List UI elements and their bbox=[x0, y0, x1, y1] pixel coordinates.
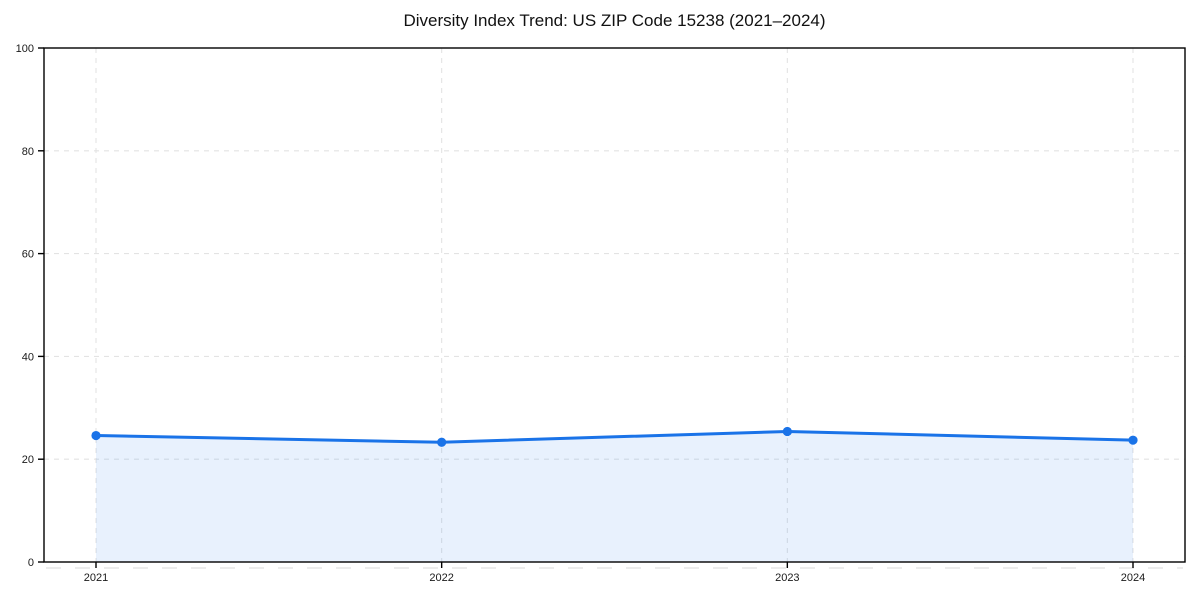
x-tick-label-2022: 2022 bbox=[429, 572, 453, 584]
area-fill bbox=[96, 431, 1133, 562]
x-tick-label-2021: 2021 bbox=[84, 572, 108, 584]
data-point-2024 bbox=[1128, 435, 1138, 445]
data-point-2022 bbox=[437, 437, 447, 447]
series-line-diversity-index bbox=[94, 429, 1135, 444]
plot-spines bbox=[43, 47, 1186, 563]
y-tick-label-20: 20 bbox=[22, 454, 34, 466]
y-tick-label-60: 60 bbox=[22, 249, 34, 261]
x-tick-label-2024: 2024 bbox=[1121, 572, 1145, 584]
data-point-2023 bbox=[782, 426, 792, 437]
chart-title: Diversity Index Trend: US ZIP Code 15238… bbox=[403, 11, 826, 30]
x-tick-label-2023: 2023 bbox=[775, 572, 799, 584]
data-point-2021 bbox=[91, 430, 101, 441]
y-tick-label-40: 40 bbox=[22, 351, 34, 363]
y-tick-label-80: 80 bbox=[22, 146, 34, 158]
y-tick-label-0: 0 bbox=[28, 557, 34, 569]
y-tick-label-100: 100 bbox=[16, 43, 34, 55]
